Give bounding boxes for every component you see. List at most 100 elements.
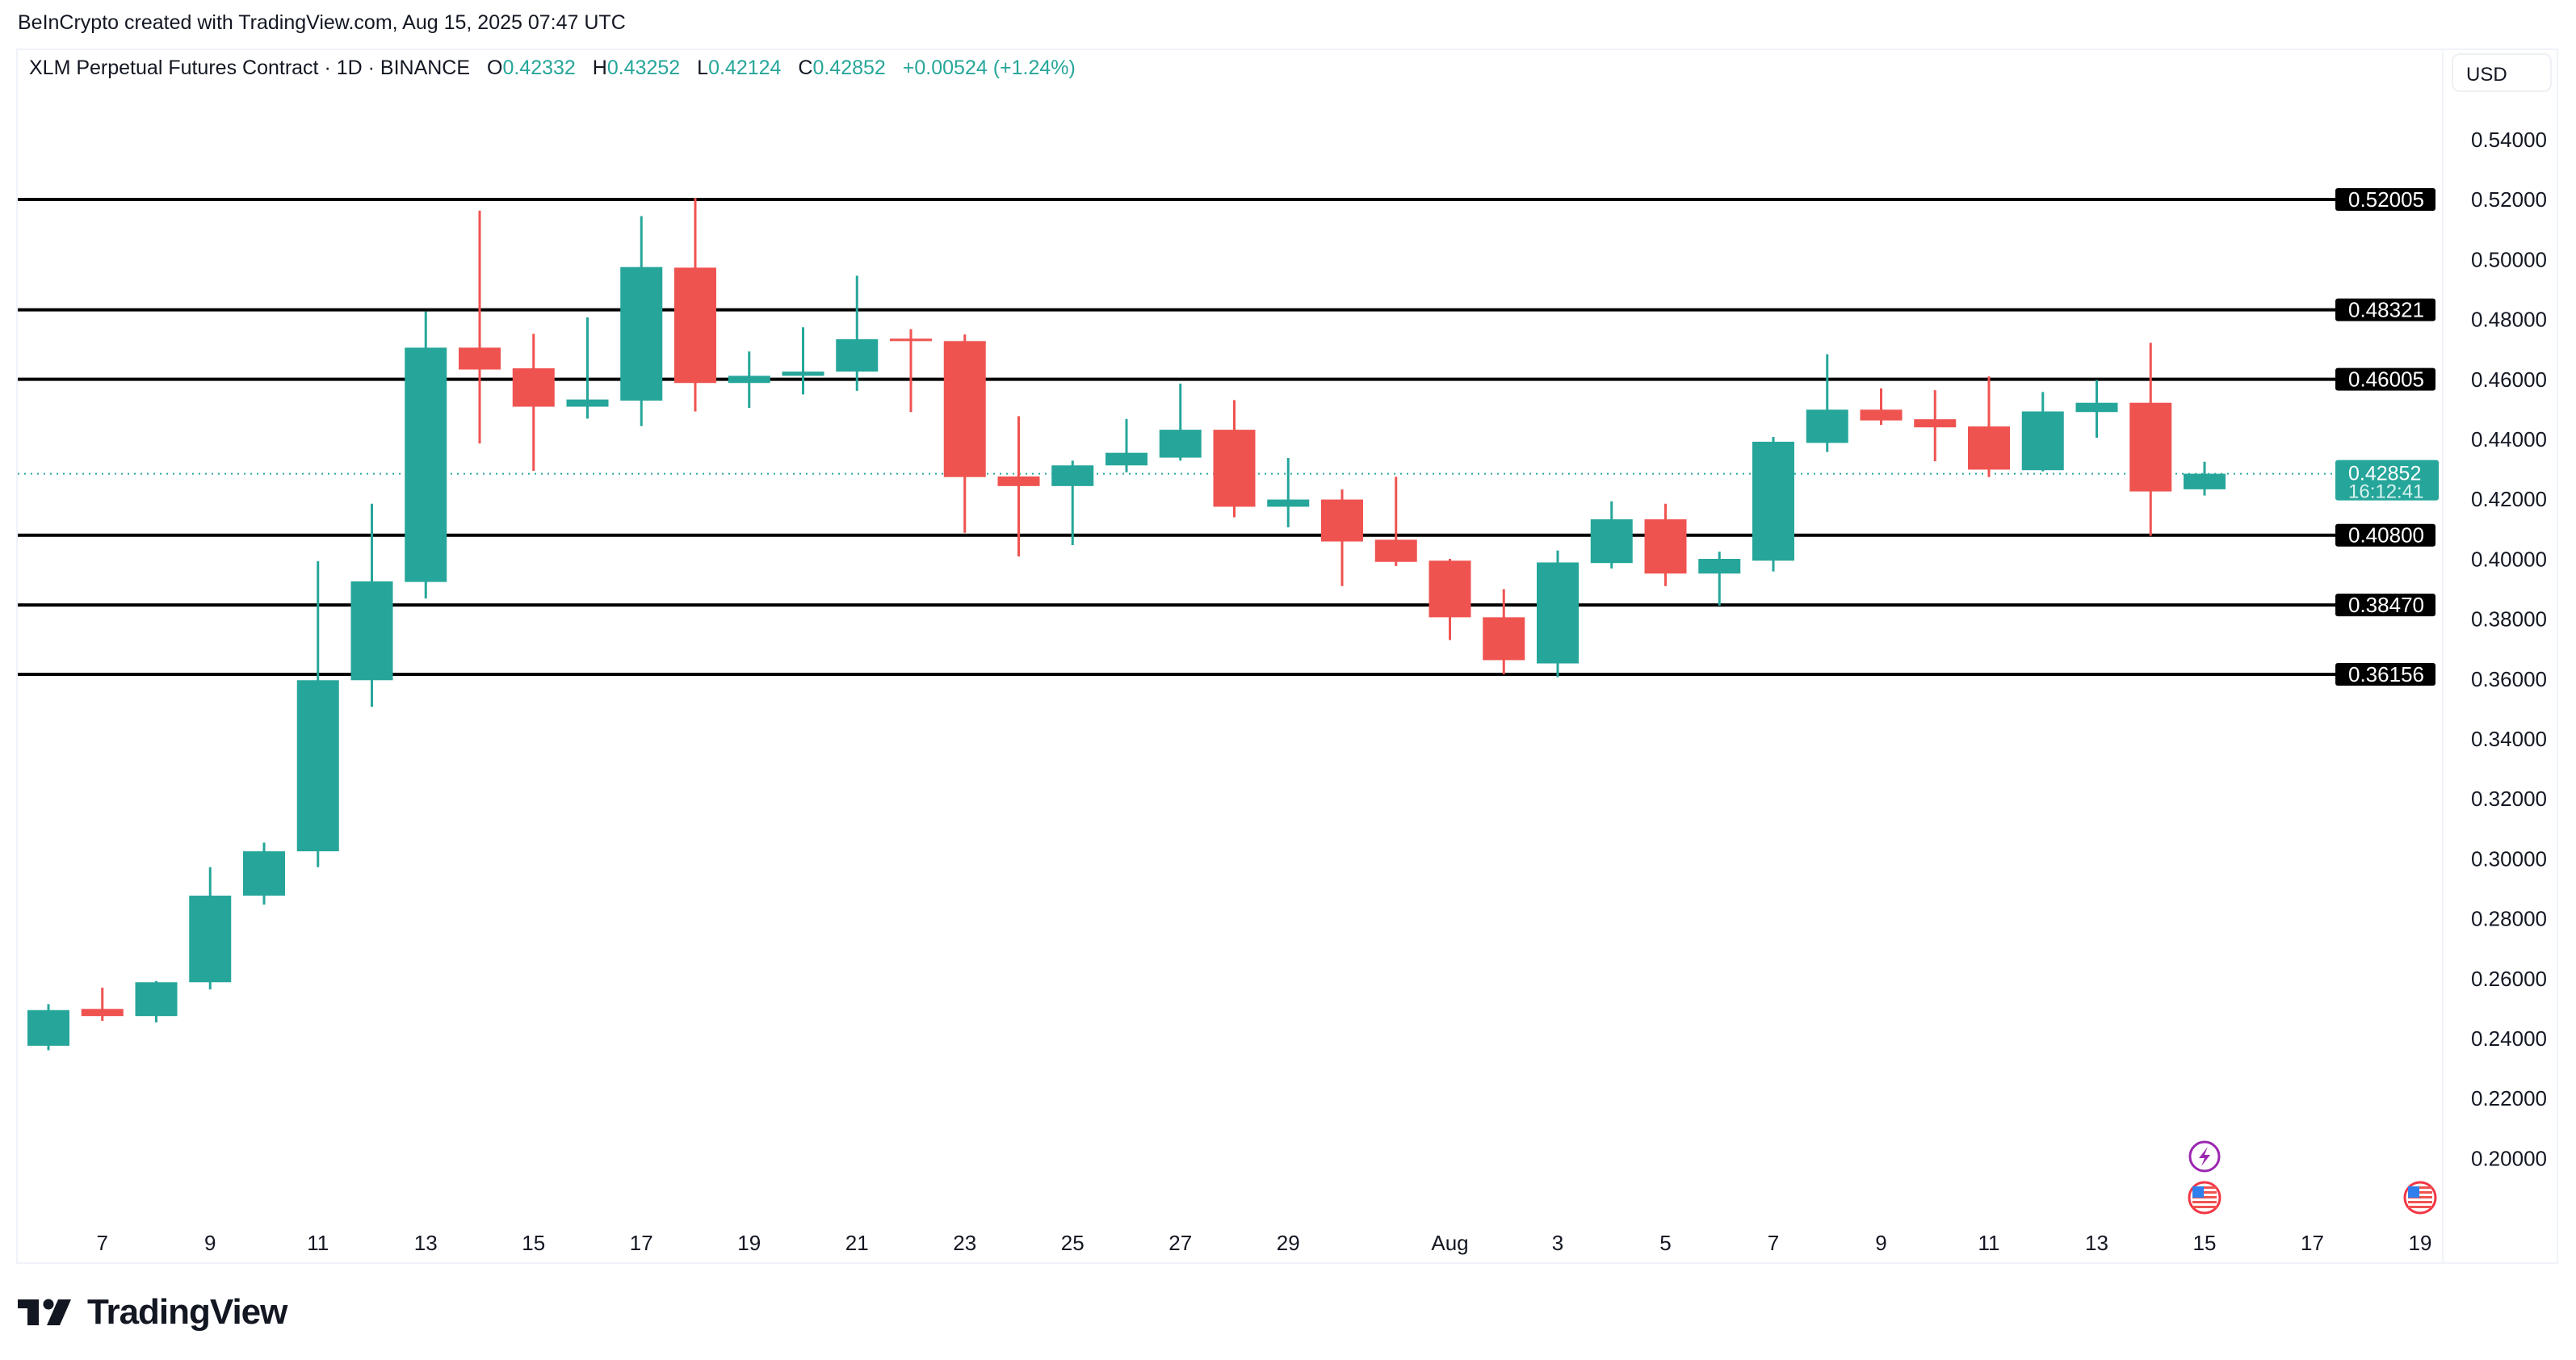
candle[interactable] <box>836 275 879 391</box>
x-tick-label: 11 <box>1978 1231 2000 1255</box>
candle[interactable] <box>27 1004 69 1051</box>
candle[interactable] <box>1429 559 1471 640</box>
candle[interactable] <box>1267 457 1310 528</box>
x-tick-label: 15 <box>522 1231 545 1255</box>
candle[interactable] <box>135 980 178 1022</box>
tradingview-logo: TradingView <box>18 1292 287 1333</box>
flag-stripe <box>2408 1191 2432 1194</box>
y-tick-label: 0.24000 <box>2471 1026 2547 1051</box>
candle-body <box>1590 519 1633 564</box>
candle[interactable] <box>1806 354 1848 452</box>
candle-body <box>1914 419 1957 428</box>
x-tick-label: 7 <box>97 1231 108 1255</box>
x-tick-label: 9 <box>204 1231 216 1255</box>
y-tick-label: 0.42000 <box>2471 487 2547 511</box>
candle[interactable] <box>1590 501 1633 569</box>
candle[interactable] <box>1483 589 1525 674</box>
flag-canton <box>2408 1186 2419 1198</box>
candle[interactable] <box>2184 461 2226 496</box>
candle[interactable] <box>2021 392 2064 472</box>
candle[interactable] <box>1914 390 1957 462</box>
candle-body <box>1483 617 1525 661</box>
candle[interactable] <box>296 560 339 867</box>
candle[interactable] <box>782 327 824 395</box>
tradingview-logo-icon <box>18 1299 71 1325</box>
candle[interactable] <box>997 416 1040 557</box>
lightning-icon[interactable] <box>2188 1140 2221 1173</box>
candle[interactable] <box>1051 460 1094 545</box>
candle[interactable] <box>512 334 555 471</box>
high-label: H <box>592 57 607 79</box>
candle-body <box>2184 473 2226 489</box>
x-tick-label: 3 <box>1552 1231 1563 1255</box>
candle-body <box>1159 430 1202 458</box>
candle[interactable] <box>890 329 932 413</box>
candle[interactable] <box>943 334 986 533</box>
candle[interactable] <box>350 503 393 707</box>
candle[interactable] <box>1321 489 1363 586</box>
candle-body <box>1213 430 1256 507</box>
symbol-title[interactable]: XLM Perpetual Futures Contract · 1D · BI… <box>29 57 471 79</box>
level-price-badge <box>2335 367 2435 391</box>
open-label: O <box>486 57 503 79</box>
y-tick-label: 0.38000 <box>2471 607 2547 632</box>
candle[interactable] <box>728 351 770 409</box>
candle[interactable] <box>81 987 124 1022</box>
candle[interactable] <box>674 197 716 412</box>
candle[interactable] <box>1860 388 1903 426</box>
x-tick-label: 21 <box>845 1231 869 1255</box>
chart-credit: BeInCrypto created with TradingView.com,… <box>18 11 626 34</box>
candle[interactable] <box>1105 418 1147 472</box>
candle-body <box>1860 409 1903 421</box>
candle-body <box>620 267 663 401</box>
candle[interactable] <box>1752 437 1794 572</box>
candle-body <box>728 376 770 384</box>
candle[interactable] <box>189 867 232 990</box>
candle[interactable] <box>1644 503 1687 586</box>
candle-body <box>1644 519 1687 574</box>
low-label: L <box>697 57 709 79</box>
tradingview-logo-text: TradingView <box>87 1292 287 1332</box>
level-price-label: 0.46005 <box>2348 367 2424 392</box>
candle-body <box>674 267 716 384</box>
close-value: 0.42852 <box>812 57 886 79</box>
candle-body <box>512 368 555 407</box>
candle[interactable] <box>1698 552 1741 606</box>
candle-body <box>943 341 986 477</box>
chart-frame <box>16 48 2558 1264</box>
x-tick-label: 13 <box>414 1231 438 1255</box>
candle[interactable] <box>620 216 663 426</box>
candle-body <box>1806 409 1848 443</box>
x-tick-label: 17 <box>630 1231 653 1255</box>
level-price-badge <box>2335 188 2435 211</box>
candle[interactable] <box>2129 342 2172 536</box>
x-tick-label: 19 <box>2409 1231 2432 1255</box>
y-tick-label: 0.28000 <box>2471 907 2547 931</box>
x-tick-label: 17 <box>2301 1231 2324 1255</box>
candle[interactable] <box>2075 380 2118 439</box>
level-price-badge <box>2335 523 2435 547</box>
y-tick-label: 0.44000 <box>2471 427 2547 451</box>
x-tick-label: 19 <box>737 1231 761 1255</box>
y-tick-label: 0.54000 <box>2471 128 2547 152</box>
candle[interactable] <box>1968 376 2010 477</box>
currency-button[interactable]: USD <box>2452 53 2552 92</box>
candle[interactable] <box>243 842 285 905</box>
candle-body <box>2129 402 2172 492</box>
us-flag-icon[interactable] <box>2403 1181 2437 1215</box>
flag-canton <box>2192 1186 2204 1198</box>
candle[interactable] <box>459 210 501 444</box>
x-tick-label: 15 <box>2193 1231 2217 1255</box>
level-price-badge <box>2335 662 2435 686</box>
change-value: +0.00524 (+1.24%) <box>902 57 1076 79</box>
us-flag-icon[interactable] <box>2188 1181 2221 1215</box>
candle[interactable] <box>1213 400 1256 518</box>
candle[interactable] <box>1374 476 1417 566</box>
candle-body <box>189 896 232 983</box>
candle[interactable] <box>566 317 609 419</box>
candle[interactable] <box>1537 550 1579 678</box>
candle[interactable] <box>405 311 447 598</box>
candle-body <box>1537 562 1579 664</box>
candle[interactable] <box>1159 383 1202 461</box>
